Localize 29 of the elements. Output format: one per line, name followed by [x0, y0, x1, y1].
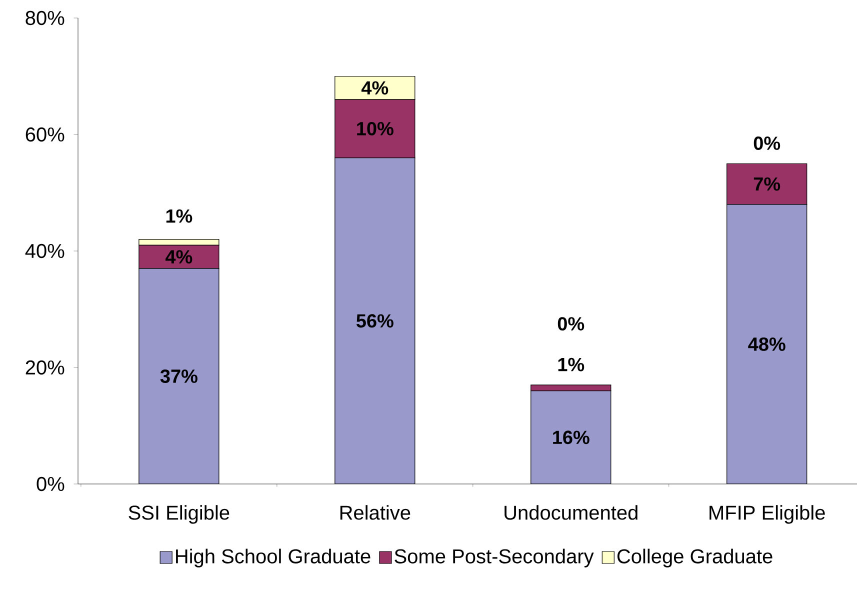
data-label: 0%: [754, 136, 780, 150]
y-tick-label: 80%: [26, 10, 64, 26]
data-label: 1%: [166, 209, 192, 223]
data-label: 7%: [754, 177, 780, 191]
data-label: 37%: [160, 369, 198, 383]
bar: [138, 268, 219, 484]
bar: [726, 204, 808, 484]
legend-label: College Graduate: [617, 548, 772, 568]
y-tick-label: 20%: [26, 360, 64, 375]
y-tick-label: 40%: [25, 244, 64, 258]
data-label: 1%: [558, 358, 584, 372]
x-tick-label: Relative: [340, 505, 410, 520]
x-tick-label: MFIP Eligible: [710, 505, 825, 524]
legend-label: Some Post-Secondary: [394, 548, 594, 568]
data-label: 4%: [361, 81, 388, 95]
bar: [530, 384, 612, 392]
y-tick-label: 60%: [26, 127, 64, 142]
data-label: 4%: [165, 250, 192, 264]
data-label: 48%: [748, 337, 786, 351]
data-label: 10%: [357, 122, 394, 136]
x-tick-label: Undocumented: [504, 505, 638, 520]
bar: [530, 390, 611, 484]
data-label: 0%: [558, 317, 584, 331]
y-tick-label: 0%: [36, 476, 64, 492]
data-label: 56%: [356, 314, 394, 328]
x-tick-label: SSI Eligible: [128, 505, 230, 524]
bar: [334, 158, 415, 484]
legend-label: High School Graduate: [176, 548, 370, 568]
data-label: 16%: [553, 430, 590, 444]
